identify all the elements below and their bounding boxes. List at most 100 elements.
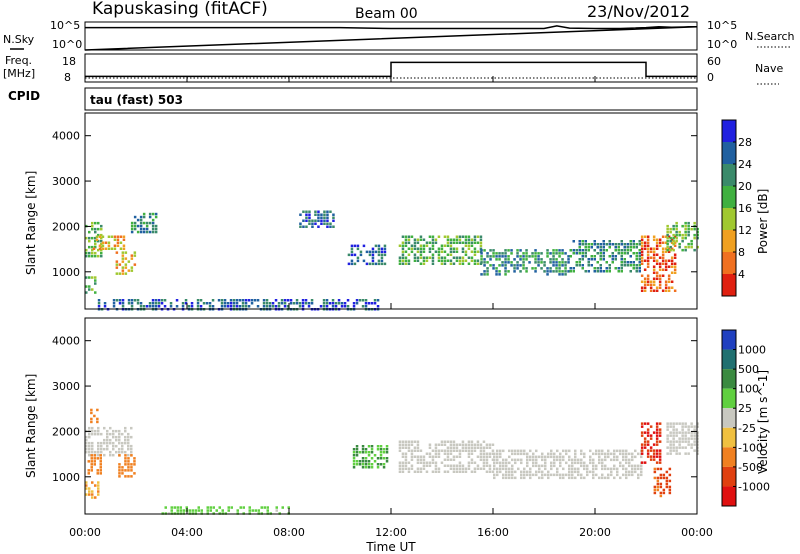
velocity-cell [124,469,127,472]
velocity-cell [520,470,523,474]
power-cell [401,241,405,244]
velocity-cell [634,470,637,474]
power-cell [371,250,375,254]
power-cell [383,250,387,254]
velocity-cell [693,449,696,452]
power-cell [154,215,158,219]
power-cell [226,302,230,305]
velocity-cell [96,472,99,475]
power-cell [581,252,584,255]
velocity-cell [625,476,628,480]
power-cell [602,240,605,243]
power-cell [160,302,164,305]
power-cell [97,239,100,243]
power-cell [546,255,549,258]
power-cell [673,244,677,247]
power-cell [555,249,558,252]
velocity-cell [613,464,616,468]
power-cell [638,261,641,264]
velocity-cell [616,455,619,459]
velocity-cell [628,458,631,462]
velocity-cell [658,431,662,434]
velocity-cell [385,451,389,454]
y-tick-label: 1000 [52,266,80,279]
velocity-cell [410,452,414,455]
velocity-cell [508,449,511,453]
power-cell [461,262,465,265]
velocity-cell [529,473,532,477]
power-cell [115,266,119,269]
power-cell [317,213,320,216]
velocity-cell [690,434,693,437]
colorbar-swatch [722,230,736,252]
velocity-cell [622,473,625,477]
power-cell [139,215,143,219]
velocity-cell [678,452,681,455]
power-cell [404,256,408,259]
velocity-cell [476,443,480,446]
power-cell [119,241,123,244]
power-cell [479,235,483,238]
power-cell [331,302,335,305]
power-cell [452,256,456,259]
power-cell [419,256,423,259]
power-cell [467,241,471,244]
velocity-cell [589,455,592,459]
velocity-cell [358,451,362,454]
power-cell [94,236,97,240]
velocity-cell [535,458,538,462]
velocity-cell [666,422,669,425]
velocity-cell [544,464,547,468]
power-cell [431,253,435,256]
power-cell [632,261,635,264]
power-cell [416,250,420,253]
velocity-cell [440,440,444,443]
velocity-cell [352,454,356,457]
velocity-cell [413,470,417,473]
power-cell [558,255,561,258]
velocity-cell [598,449,601,453]
velocity-cell [628,461,631,465]
velocity-cell [532,473,535,477]
velocity-cell [97,441,100,445]
velocity-cell [422,455,426,458]
velocity-cell [544,473,547,477]
power-cell [578,252,581,255]
velocity-cell [112,444,115,448]
colorbar-swatch [722,369,736,389]
velocity-cell [364,448,368,451]
velocity-cell [407,446,411,449]
power-cell [326,225,329,228]
velocity-cell [565,452,568,456]
power-cell [623,249,626,252]
velocity-cell [121,444,124,448]
velocity-cell [413,455,417,458]
power-cell [470,241,474,244]
power-cell [646,280,650,283]
power-cell [401,262,405,265]
velocity-cell [118,438,121,442]
power-cell [458,238,462,241]
power-cell [202,302,206,305]
velocity-cell [422,467,426,470]
power-cell [94,279,97,282]
velocity-cell [94,484,97,487]
power-cell [419,247,423,250]
power-cell [151,302,155,305]
power-cell [431,259,435,262]
power-cell [121,254,125,257]
velocity-cell [115,450,118,454]
velocity-cell [586,473,589,477]
power-cell [611,261,614,264]
power-cell [549,261,552,264]
velocity-cell [200,509,203,512]
velocity-cell [662,473,666,477]
velocity-cell [668,488,672,492]
power-cell [483,273,486,276]
power-cell [480,261,483,264]
power-cell [498,252,501,255]
velocity-cell [458,467,462,470]
power-cell [121,272,125,275]
power-cell [91,254,94,258]
velocity-cell [655,455,659,458]
